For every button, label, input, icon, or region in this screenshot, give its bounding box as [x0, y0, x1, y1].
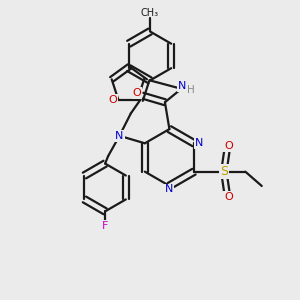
- Text: CH₃: CH₃: [141, 8, 159, 18]
- Text: N: N: [115, 131, 124, 141]
- Text: N: N: [195, 138, 203, 148]
- Text: N: N: [165, 184, 174, 194]
- Text: S: S: [220, 165, 228, 178]
- Text: O: O: [224, 192, 233, 202]
- Text: N: N: [178, 81, 187, 92]
- Text: F: F: [102, 221, 108, 231]
- Text: O: O: [133, 88, 142, 98]
- Text: O: O: [109, 95, 117, 105]
- Text: O: O: [224, 141, 233, 151]
- Text: H: H: [187, 85, 195, 95]
